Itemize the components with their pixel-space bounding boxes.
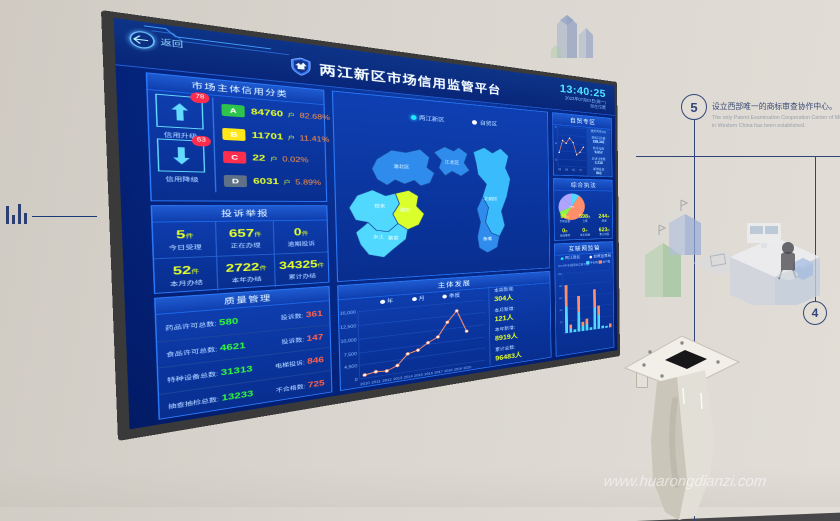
svg-text:7月: 7月 — [579, 169, 582, 172]
svg-text:40: 40 — [559, 309, 562, 312]
svg-text:100: 100 — [558, 273, 562, 276]
svg-text:2020: 2020 — [463, 366, 472, 370]
svg-text:60: 60 — [559, 297, 562, 300]
svg-text:4,500: 4,500 — [344, 364, 357, 370]
svg-text:73%: 73% — [569, 206, 574, 209]
svg-text:16,000: 16,000 — [340, 311, 356, 317]
svg-text:1月: 1月 — [558, 168, 562, 171]
svg-text:鱼嘴: 鱼嘴 — [483, 236, 492, 241]
svg-text:2018: 2018 — [444, 369, 453, 374]
svg-text:3月: 3月 — [565, 168, 569, 171]
svg-text:礁石: 礁石 — [400, 207, 411, 213]
svg-text:2016: 2016 — [424, 372, 433, 377]
svg-text:渝北区: 渝北区 — [393, 163, 409, 169]
svg-text:12,500: 12,500 — [340, 324, 356, 330]
svg-text:100: 100 — [555, 158, 558, 161]
svg-text:80: 80 — [559, 285, 562, 288]
svg-text:水土: 水土 — [373, 234, 384, 240]
svg-text:蔡家: 蔡家 — [388, 235, 399, 241]
svg-text:7,500: 7,500 — [344, 352, 357, 358]
svg-text:北碚区: 北碚区 — [484, 196, 498, 201]
svg-text:2017: 2017 — [434, 370, 443, 375]
svg-text:2015: 2015 — [414, 373, 423, 378]
svg-text:300: 300 — [555, 125, 557, 128]
svg-text:5月: 5月 — [572, 169, 575, 172]
svg-text:2012: 2012 — [382, 378, 392, 383]
svg-text:江北区: 江北区 — [445, 160, 460, 165]
svg-text:10,000: 10,000 — [340, 338, 356, 344]
svg-text:0: 0 — [355, 378, 358, 382]
svg-text:2011: 2011 — [371, 380, 381, 385]
svg-text:2010: 2010 — [360, 382, 370, 387]
svg-text:20: 20 — [560, 321, 563, 324]
svg-text:2019: 2019 — [454, 367, 463, 372]
svg-text:2014: 2014 — [404, 375, 414, 380]
svg-text:悦来: 悦来 — [374, 203, 385, 209]
svg-text:200: 200 — [555, 142, 558, 145]
svg-text:2013: 2013 — [393, 377, 403, 382]
